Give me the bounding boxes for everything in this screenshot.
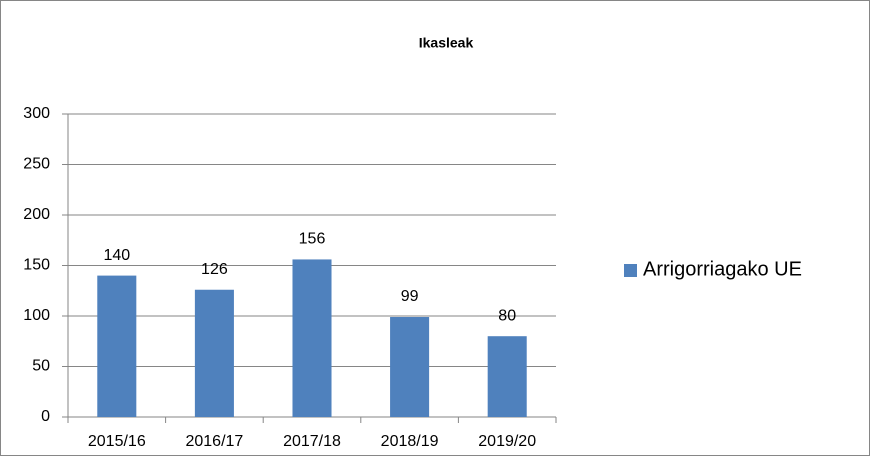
y-tick-label: 100: [23, 307, 50, 324]
chart-title: Ikasleak: [419, 35, 474, 51]
y-tick-label: 150: [23, 257, 50, 274]
legend-swatch: [624, 264, 637, 277]
bar: [390, 317, 430, 417]
bar: [97, 275, 137, 417]
y-tick-label: 250: [23, 156, 50, 173]
data-label: 156: [299, 231, 326, 248]
data-label: 140: [103, 247, 130, 264]
bar: [194, 289, 234, 417]
bar: [487, 336, 527, 417]
bar: [292, 259, 332, 417]
y-tick-label: 50: [32, 358, 50, 375]
x-tick-label: 2015/16: [88, 433, 146, 450]
x-tick-label: 2019/20: [478, 433, 536, 450]
data-label: 99: [401, 288, 419, 305]
data-label: 80: [498, 307, 516, 324]
y-tick-label: 200: [23, 206, 50, 223]
y-tick-label: 300: [23, 105, 50, 122]
y-tick-label: 0: [41, 408, 50, 425]
x-tick-label: 2017/18: [283, 433, 341, 450]
x-tick-label: 2016/17: [185, 433, 243, 450]
legend-label: Arrigorriagako UE: [643, 258, 802, 280]
data-label: 126: [201, 261, 228, 278]
x-tick-label: 2018/19: [381, 433, 439, 450]
